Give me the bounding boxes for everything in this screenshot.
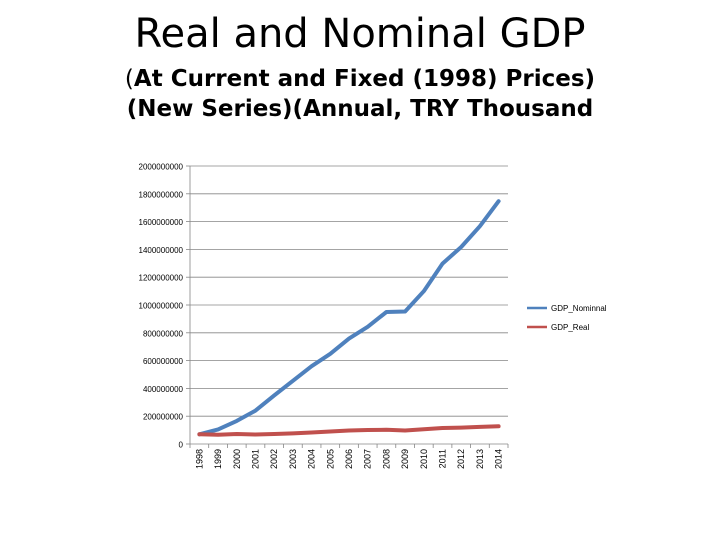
y-tick-label: 200000000	[143, 413, 184, 422]
x-tick-label: 2005	[325, 449, 335, 469]
y-tick-label: 600000000	[143, 357, 184, 366]
legend: GDP_Nominnal GDP_Real	[527, 304, 607, 332]
subtitle-prefix: (	[124, 66, 134, 92]
x-tick-label: 2009	[400, 449, 410, 469]
y-tick-label: 1800000000	[139, 190, 184, 199]
x-tick-label: 2012	[456, 449, 466, 469]
y-axis-ticks: 0 200000000 400000000 600000000 800000000 100…	[139, 163, 184, 450]
x-tick-label: 2001	[250, 449, 260, 469]
page-subtitle: (At Current and Fixed (1998) Prices) (Ne…	[90, 64, 630, 124]
x-axis-ticks: 1998 1999 2000 2001 2002 2003 2004 2005 2006 2007…	[194, 449, 503, 469]
series-line-gdp-nominnal	[197, 199, 501, 437]
x-tick-label: 2008	[381, 449, 391, 469]
x-tick-label: 2011	[438, 449, 448, 468]
y-tick-label: 1000000000	[139, 302, 184, 311]
y-tick-label: 1600000000	[139, 218, 184, 227]
series-lines	[197, 199, 501, 437]
legend-label: GDP_Real	[551, 323, 589, 332]
x-tick-label: 2004	[307, 449, 317, 469]
y-tick-label: 0	[179, 441, 184, 450]
y-tick-label: 800000000	[143, 329, 184, 338]
x-tick-label: 1998	[194, 449, 204, 469]
y-tick-label: 400000000	[143, 385, 184, 394]
subtitle-main: At Current and Fixed (1998) Prices) (New…	[126, 66, 596, 122]
x-tick-label: 2006	[344, 449, 354, 469]
grid-lines	[186, 165, 509, 448]
y-tick-label: 1400000000	[139, 246, 184, 255]
x-tick-label: 2010	[419, 449, 429, 469]
y-tick-label: 1200000000	[139, 274, 184, 283]
x-tick-label: 1999	[213, 449, 223, 469]
series-line-gdp-real	[197, 424, 501, 437]
x-tick-label: 2002	[269, 449, 279, 469]
x-tick-label: 2014	[494, 449, 504, 469]
x-tick-label: 2003	[288, 449, 298, 469]
x-tick-label: 2000	[232, 449, 242, 469]
x-tick-label: 2007	[363, 449, 373, 469]
legend-label: GDP_Nominnal	[551, 304, 607, 313]
x-tick-label: 2013	[475, 449, 485, 469]
y-tick-label: 2000000000	[139, 163, 184, 172]
page-title: Real and Nominal GDP	[134, 11, 586, 57]
